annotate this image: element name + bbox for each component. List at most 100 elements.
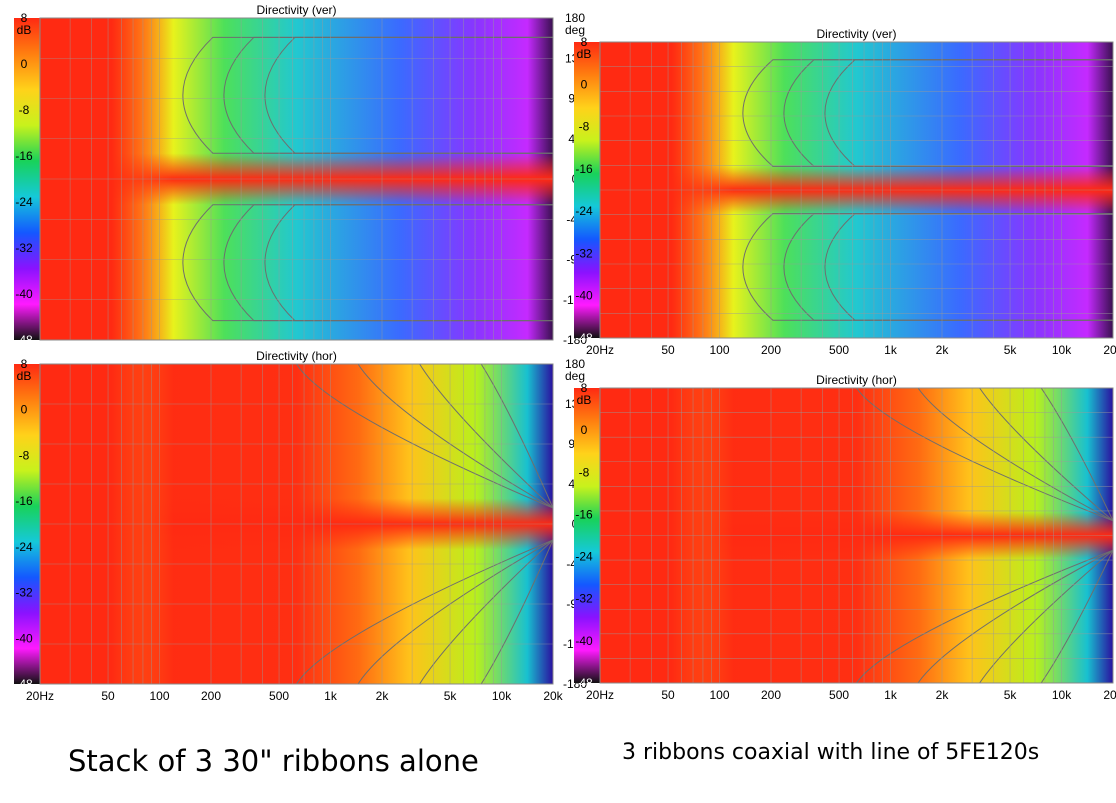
contour-line [783,59,1113,167]
colorbar-tick-label: -24 [575,550,593,564]
colorbar-tick-label: 0 [21,403,28,417]
contour-line [742,213,1113,321]
colorbar-tick-label: -8 [579,465,590,479]
contour-line [357,539,553,684]
contour-line [480,539,553,684]
colorbar-tick-label: -48 [15,333,33,347]
colorbar [14,364,40,684]
x-tick-label: 20k [1103,343,1116,357]
contour-line [419,364,553,509]
x-tick-label: 100 [710,688,730,702]
contour-line [742,59,1113,167]
contour-line [917,549,1113,683]
contour-line [783,213,1113,321]
chart-title: Directivity (ver) [257,3,337,17]
plot-frame [599,387,1114,684]
colorbar-tick-label: 0 [581,423,588,437]
x-tick-label: 20Hz [586,688,614,702]
colorbar-tick-label: -40 [15,287,33,301]
colorbar [574,388,600,683]
colorbar [14,18,40,340]
colorbar-tick-label: -8 [19,448,30,462]
x-tick-label: 5k [1004,343,1018,357]
colorbar-tick-label: -16 [575,162,593,176]
colorbar-tick-label: -48 [15,677,33,691]
colorbar-tick-label: -32 [575,592,593,606]
contour-line [824,59,1113,167]
heatmap-area [600,42,1113,338]
contour-line [979,549,1113,683]
caption-right: 3 ribbons coaxial with line of 5FE120s [622,740,1040,765]
x-tick-label: 5k [444,689,458,703]
x-tick-label: 1k [884,343,898,357]
colorbar-tick-label: -24 [15,195,33,209]
colorbar-unit-label: dB [17,369,32,383]
colorbar-tick-label: -16 [15,149,33,163]
colorbar-tick-label: -32 [575,246,593,260]
x-tick-label: 20Hz [26,689,54,703]
contour-line [480,364,553,509]
colorbar-tick-label: 0 [581,77,588,91]
colorbar-tick-label: -32 [15,586,33,600]
colorbar [574,42,600,338]
x-tick-label: 200 [761,343,781,357]
contour-line [182,204,553,322]
colorbar-tick-label: -16 [575,507,593,521]
chart-title: Directivity (hor) [256,349,337,363]
colorbar-tick-label: 0 [21,57,28,71]
colorbar-tick-label: -40 [575,289,593,303]
contour-line [856,388,1113,522]
contour-line [1040,550,1113,683]
y-tick-label: 180 [565,11,585,25]
x-tick-label: 200 [201,689,221,703]
contour-line [264,204,553,322]
contour-line [824,213,1113,321]
colorbar-tick-label: -16 [15,494,33,508]
colorbar-tick-label: -40 [15,631,33,645]
x-tick-label: 500 [269,689,289,703]
colorbar-tick-label: -24 [15,540,33,554]
contour-line [357,364,553,509]
contour-line [223,204,553,322]
chart-left-hor: Directivity (hor) 8 0 -8 -16 -24 -32 -40 -48 dB 20… [7,348,603,708]
chart-right-hor: Directivity (hor) 8 0 -8 -16 -24 -32 -40 -48 dB 20… [567,372,1116,707]
y-unit-label: deg [565,23,585,37]
y-unit-label: deg [565,369,585,383]
colorbar-tick-label: -8 [19,103,30,117]
heatmap-area [600,388,1113,683]
x-tick-label: 20Hz [586,343,614,357]
colorbar-tick-label: 8 [581,381,588,395]
colorbar-tick-label: -40 [575,634,593,648]
plot-frame [39,363,554,685]
colorbar-tick-label: 8 [21,11,28,25]
chart-left-ver: Directivity (ver) 8 0 -8 -16 -24 -32 -40 -48 dB 18… [7,2,603,364]
colorbar-tick-label: 8 [21,357,28,371]
colorbar-tick-label: -24 [575,204,593,218]
x-tick-label: 10k [1052,688,1072,702]
x-tick-label: 5k [1004,688,1018,702]
x-tick-label: 1k [884,688,898,702]
contour-line [419,539,553,684]
x-tick-label: 2k [376,689,390,703]
chart-right-ver: Directivity (ver) 8 0 -8 -16 -24 -32 -40 -48 dB 20… [567,26,1116,362]
contour-line [223,36,553,154]
caption-left: Stack of 3 30" ribbons alone [68,744,479,778]
x-tick-label: 500 [829,688,849,702]
heatmap-area [40,364,553,684]
chart-title: Directivity (hor) [816,373,897,387]
x-tick-label: 50 [101,689,115,703]
contour-line [182,36,553,154]
x-tick-label: 10k [1052,343,1072,357]
colorbar-tick-label: 8 [581,35,588,49]
x-tick-label: 2k [936,688,950,702]
x-tick-label: 1k [324,689,338,703]
y-tick-label: 180 [565,357,585,371]
contour-line [979,388,1113,522]
chart-title: Directivity (ver) [817,27,897,41]
heatmap-area [40,18,553,340]
contour-line [264,36,553,154]
x-tick-label: 50 [661,688,675,702]
plot-frame [599,41,1114,339]
x-tick-label: 100 [710,343,730,357]
plot-frame [39,17,554,341]
